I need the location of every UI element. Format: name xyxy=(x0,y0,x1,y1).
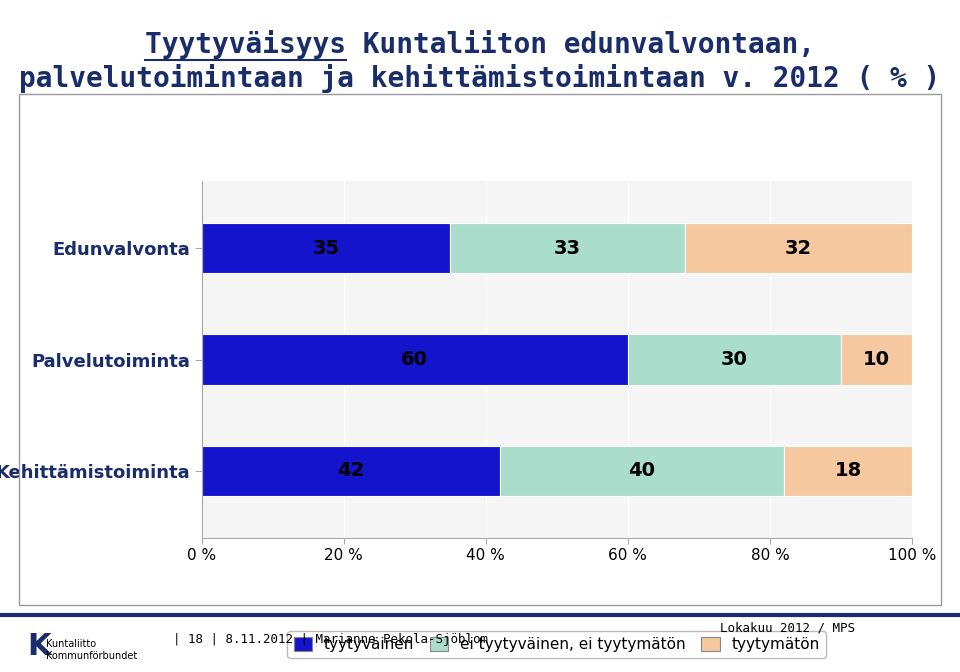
Bar xyxy=(202,446,500,496)
Text: 10: 10 xyxy=(863,350,890,369)
Bar xyxy=(684,223,912,274)
Text: 35: 35 xyxy=(312,239,340,258)
Bar xyxy=(628,335,841,384)
Text: Kuntaliitto
Kommunförbundet: Kuntaliitto Kommunförbundet xyxy=(46,640,137,661)
Text: | 18 | 8.11.2012 | Marianne Pekola-Sjöblom: | 18 | 8.11.2012 | Marianne Pekola-Sjöbl… xyxy=(173,633,488,646)
Text: Lokakuu 2012 / MPS: Lokakuu 2012 / MPS xyxy=(720,622,855,635)
Text: palvelutoimintaan ja kehittämistoimintaan v. 2012 ( % ): palvelutoimintaan ja kehittämistoimintaa… xyxy=(19,64,941,93)
Legend: tyytyväinen, ei tyytyväinen, ei tyytymätön, tyytymätön: tyytyväinen, ei tyytyväinen, ei tyytymät… xyxy=(287,631,827,658)
Bar xyxy=(202,335,628,384)
Bar xyxy=(450,223,684,274)
Text: 30: 30 xyxy=(721,350,748,369)
Bar xyxy=(784,446,912,496)
Bar xyxy=(500,446,784,496)
Text: 40: 40 xyxy=(629,461,656,480)
Text: 42: 42 xyxy=(337,461,365,480)
Text: 60: 60 xyxy=(401,350,428,369)
Text: 32: 32 xyxy=(784,239,812,258)
Bar xyxy=(841,335,912,384)
Text: Tyytyväisyys Kuntaliiton edunvalvontaan,: Tyytyväisyys Kuntaliiton edunvalvontaan, xyxy=(145,30,815,59)
Text: K: K xyxy=(27,632,51,661)
Text: 18: 18 xyxy=(834,461,862,480)
Text: 33: 33 xyxy=(554,239,581,258)
Bar xyxy=(202,223,450,274)
